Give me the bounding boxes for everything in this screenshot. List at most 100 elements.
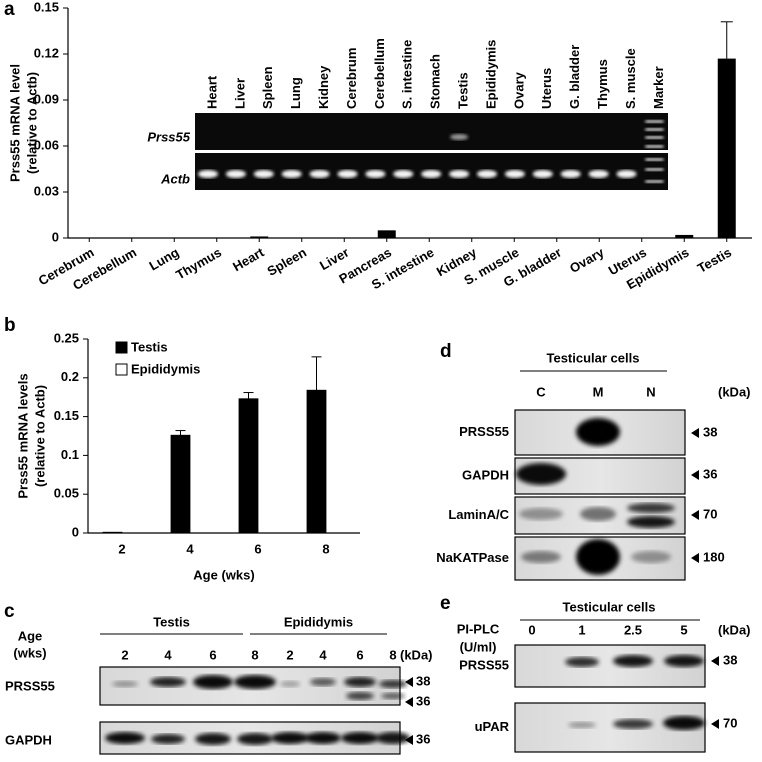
- gel-lane-label: Marker: [651, 66, 666, 109]
- gel-lane-label: Stomach: [428, 54, 443, 109]
- gel-band: [393, 170, 414, 178]
- gel-band: [253, 170, 274, 178]
- gel-lane-label: Liver: [232, 78, 247, 109]
- blot-band: [195, 733, 231, 745]
- panel-label: c: [4, 601, 15, 622]
- row-header: (U/ml): [460, 639, 497, 654]
- blot-band: [565, 657, 599, 667]
- blot-band: [105, 732, 145, 744]
- blot-band: [150, 677, 186, 687]
- marker-arrow: [711, 719, 719, 729]
- y-tick-label: 0: [52, 229, 59, 244]
- marker-arrow: [711, 656, 719, 666]
- gel-band: [450, 134, 469, 140]
- x-tick-label: 6: [254, 541, 261, 556]
- row-label: LaminA/C: [448, 507, 509, 522]
- x-tick-label: Heart: [230, 244, 267, 274]
- legend-swatch: [115, 363, 128, 376]
- y-tick-label: 0.1: [61, 447, 79, 462]
- blot-band: [344, 677, 376, 687]
- bar: [377, 230, 396, 238]
- blot-band: [310, 678, 336, 686]
- blot-band: [580, 507, 616, 521]
- row-header: (wks): [13, 645, 46, 660]
- lane-label: 8: [389, 647, 396, 662]
- gel-lane-label: Kidney: [316, 65, 331, 109]
- gel-band: [337, 170, 358, 178]
- y-tick-label: 0.09: [34, 91, 59, 106]
- blot-band: [521, 551, 561, 563]
- lane-label: C: [536, 384, 546, 399]
- legend-label: Epididymis: [131, 361, 200, 376]
- bar: [250, 236, 269, 238]
- size-marker: 38: [703, 424, 717, 439]
- x-tick-label: Thymus: [173, 245, 224, 283]
- row-label: GAPDH: [462, 467, 509, 482]
- blot-band: [613, 719, 653, 729]
- row-label: PRSS55: [459, 424, 509, 439]
- blot-band: [576, 418, 620, 446]
- y-tick-label: 0.25: [54, 330, 79, 345]
- blot-band: [663, 716, 705, 730]
- blot-band: [627, 516, 675, 528]
- lane-label: 8: [251, 647, 258, 662]
- blot-band: [613, 655, 653, 667]
- gel-lane-label: Ovary: [511, 71, 526, 109]
- column-header: Testicular cells: [547, 350, 640, 365]
- gel-band: [616, 170, 637, 178]
- size-marker: 180: [703, 549, 725, 564]
- panel-label: b: [4, 315, 16, 336]
- lane-label: M: [593, 384, 604, 399]
- gel-band: [504, 170, 525, 178]
- lane-label: 1: [578, 622, 585, 637]
- marker-arrow: [691, 428, 699, 438]
- lane-label: 4: [319, 647, 327, 662]
- gel-lane-label: Cerebellum: [372, 38, 387, 109]
- row-label: uPAR: [475, 719, 510, 734]
- blot-band: [234, 675, 276, 689]
- blot-band: [271, 732, 309, 744]
- ladder-band: [645, 180, 664, 183]
- unit-label: (kDa): [400, 647, 433, 662]
- row-label: PRSS55: [5, 678, 55, 693]
- blot-band: [664, 655, 704, 667]
- y-tick-label: 0: [72, 524, 79, 539]
- gel-band: [449, 170, 470, 178]
- gel-band: [588, 170, 609, 178]
- gel-lane-label: Lung: [288, 77, 303, 109]
- gel-row-label: Actb: [160, 171, 190, 186]
- lane-label: 6: [356, 647, 363, 662]
- error-bar: [720, 21, 733, 59]
- bar: [717, 58, 736, 238]
- gel-band: [225, 170, 246, 178]
- lane-label: 2: [121, 647, 128, 662]
- gel-lane-label: S. muscle: [623, 48, 638, 109]
- gel-row: [195, 113, 668, 150]
- lane-label: 6: [209, 647, 216, 662]
- y-tick-label: 0.03: [34, 183, 59, 198]
- y-tick-label: 0.12: [34, 45, 59, 60]
- blot-band: [193, 675, 233, 689]
- gel-band: [198, 170, 218, 178]
- size-marker: 36: [416, 693, 430, 708]
- gel-band: [560, 170, 581, 178]
- row-header: PI-PLC: [457, 621, 500, 636]
- y-tick-label: 0.2: [61, 369, 79, 384]
- blot-band: [346, 692, 374, 700]
- ladder-band: [645, 168, 664, 171]
- marker-arrow: [405, 677, 413, 687]
- gel-lane-label: Epididymis: [483, 40, 498, 109]
- blot-band: [280, 681, 300, 687]
- x-tick-label: 8: [322, 541, 329, 556]
- lane-label: 4: [164, 647, 172, 662]
- y-axis-label: Prss55 mRNA level: [7, 64, 22, 182]
- marker-arrow: [405, 697, 413, 707]
- group-label: Epididymis: [284, 614, 353, 629]
- marker-arrow: [691, 553, 699, 563]
- blot-band: [627, 503, 675, 513]
- ladder-band: [645, 145, 664, 148]
- gel-row-label: Prss55: [147, 129, 190, 144]
- size-marker: 38: [723, 652, 737, 667]
- marker-arrow: [691, 510, 699, 520]
- error-bar: [311, 356, 322, 391]
